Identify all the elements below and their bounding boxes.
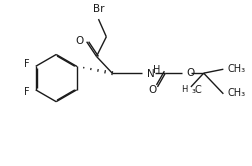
Text: N: N xyxy=(147,69,154,79)
Text: H: H xyxy=(182,85,188,94)
Text: ₃C: ₃C xyxy=(192,85,203,95)
Text: H: H xyxy=(152,65,160,75)
Text: CH₃: CH₃ xyxy=(227,64,245,74)
Text: F: F xyxy=(24,59,30,69)
Text: O: O xyxy=(148,85,157,95)
Text: Br: Br xyxy=(93,4,104,14)
Text: O: O xyxy=(76,36,84,46)
Text: F: F xyxy=(24,87,30,97)
Text: CH₃: CH₃ xyxy=(227,88,245,98)
Text: O: O xyxy=(186,68,194,78)
